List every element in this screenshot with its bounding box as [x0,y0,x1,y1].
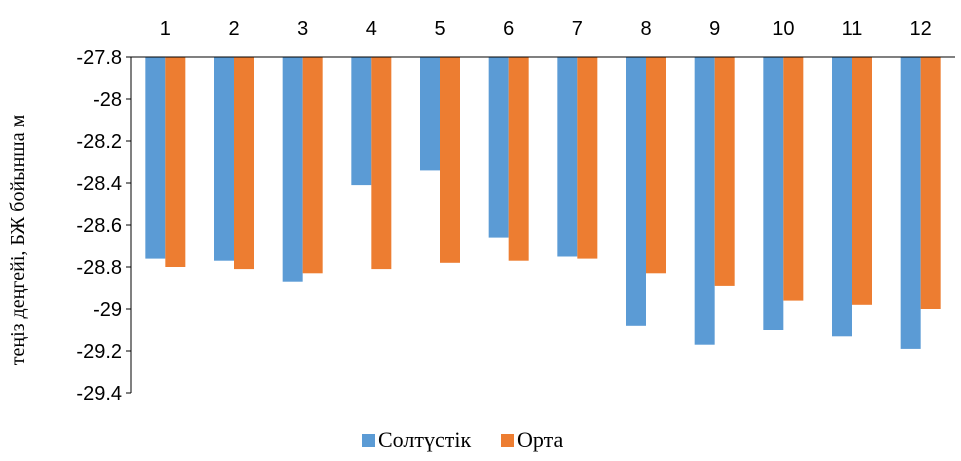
y-axis-label: теңіз деңгейі, БЖ бойынша м [7,114,29,365]
x-tick-label: 3 [297,18,308,40]
x-tick-label: 5 [434,18,445,40]
x-tick-label: 10 [772,18,794,40]
legend-swatch [501,434,514,447]
bars-group [145,57,941,349]
bar-series-2-1 [165,57,186,267]
bar-series-2-11 [852,57,872,305]
bar-series-2-9 [714,57,735,286]
x-tick-label: 6 [503,18,514,40]
bar-series-1-5 [420,57,440,171]
bar-series-2-3 [302,57,323,274]
x-tick-label: 12 [910,18,932,40]
bar-series-1-7 [557,57,578,257]
bar-series-2-5 [440,57,460,263]
x-tick-label: 8 [640,18,651,40]
y-tick-label: -28.2 [76,131,122,153]
y-tick-label: -28.8 [76,257,122,279]
bar-series-2-4 [371,57,392,270]
y-tick-label: -29.4 [76,383,122,405]
y-tick-label: -29.2 [76,341,122,363]
x-tick-label: 1 [160,18,171,40]
legend-label: Орта [517,427,563,452]
y-tick-label: -28.4 [76,173,122,195]
bar-series-1-8 [626,57,646,326]
bar-series-1-11 [832,57,852,337]
bar-series-1-4 [351,57,372,186]
bar-series-1-12 [900,57,921,349]
bar-series-2-7 [577,57,598,259]
legend: Солтүстік Орта [362,427,563,452]
x-tick-label: 11 [842,18,863,40]
x-tick-label: 4 [366,18,377,40]
x-tick-label: 2 [228,18,239,40]
bar-series-1-6 [488,57,509,238]
bar-series-2-10 [783,57,804,301]
y-tick-label: -29 [93,299,122,321]
bar-series-2-12 [920,57,941,309]
bar-series-1-2 [214,57,234,261]
bar-series-1-1 [145,57,166,259]
legend-label: Солтүстік [378,427,471,452]
y-tick-label: -28.6 [76,215,122,237]
bar-series-1-10 [763,57,784,330]
x-axis-ticks: 1 2 3 4 5 6 7 8 9 10 11 12 [160,18,932,40]
y-axis-ticks: -27.8 -28 -28.2 -28.4 -28.6 -28.8 -29 -29.2 -29.… [76,47,131,405]
x-tick-label: 7 [572,18,583,40]
bar-series-2-6 [508,57,529,261]
x-tick-label: 9 [709,18,720,40]
y-tick-label: -27.8 [76,47,122,69]
bar-series-1-3 [282,57,303,282]
bar-series-2-8 [646,57,666,274]
legend-swatch [362,434,375,447]
bar-series-1-9 [694,57,715,345]
bar-series-2-2 [234,57,254,270]
y-tick-label: -28 [93,89,122,111]
